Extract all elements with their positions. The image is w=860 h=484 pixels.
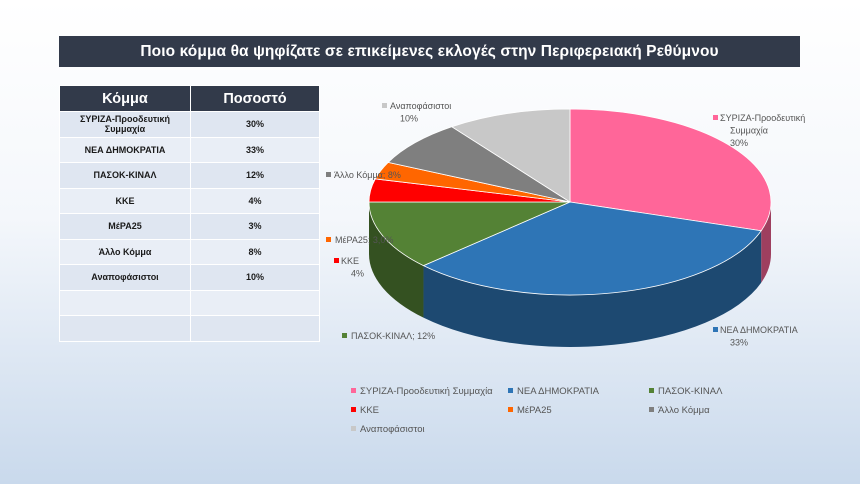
cell-party: Αναποφάσιστοι [59,264,191,291]
data-label-text: Άλλο Κόμμα; 8% [334,170,401,180]
data-label-text: ΣΥΡΙΖΑ-Προοδευτική [720,113,805,123]
cell-party: ΝΕΑ ΔΗΜΟΚΡΑΤΙΑ [59,136,191,163]
data-label-swatch [713,327,718,332]
data-label-text: ΠΑΣΟΚ-ΚΙΝΑΛ; 12% [351,331,435,341]
pie-sides [369,202,771,348]
legend-item: ΚΚΕ [360,405,379,416]
data-label-swatch [713,115,718,120]
table-row: ΠΑΣΟΚ-ΚΙΝΑΛ 12% [59,162,320,189]
cell-percent: 4% [190,187,320,214]
legend-item: ΠΑΣΟΚ-ΚΙΝΑΛ [658,386,723,397]
table-row: Άλλο Κόμμα 8% [59,238,320,265]
data-label-text: Συμμαχία [730,126,768,136]
cell-percent: 8% [190,238,320,265]
cell-percent: 12% [190,162,320,189]
pie-slice [450,108,571,203]
data-label-swatch [334,258,339,263]
pie-slice [368,201,571,267]
header-party: Κόμμα [59,85,191,112]
pie-slice [569,108,772,232]
data-label-swatch [382,103,387,108]
results-table: Κόμμα Ποσοστό ΣΥΡΙΖΑ-Προοδευτική Συμμαχί… [59,85,320,342]
cell-party: ΚΚΕ [59,187,191,214]
cell-percent: 10% [190,264,320,291]
cell-party: ΜέΡΑ25 [59,213,191,240]
pie-side-wall [761,202,771,283]
data-label-text: ΜέΡΑ25; 3,0% [335,235,393,245]
legend-item: ΜέΡΑ25 [517,405,552,416]
legend-swatch [508,407,513,412]
legend-swatch [649,388,654,393]
data-label-text: ΝΕΑ ΔΗΜΟΚΡΑΤΙΑ [720,325,798,335]
table-row: ΝΕΑ ΔΗΜΟΚΡΑΤΙΑ 33% [59,136,320,163]
data-label-text: ΚΚΕ [341,256,359,266]
data-label-text: 30% [730,138,748,148]
legend-swatch [351,426,356,431]
cell-percent: 30% [190,111,320,138]
data-label-swatch [342,333,347,338]
data-label-text: 10% [400,114,418,124]
pie-slice [387,126,571,203]
cell-party [59,289,191,316]
table-row: ΚΚΕ 4% [59,187,320,214]
table-header-row: Κόμμα Ποσοστό [59,85,320,112]
data-label-swatch [326,172,331,177]
cell-percent [190,315,320,342]
pie-side-wall [423,230,762,348]
legend-item: ΣΥΡΙΖΑ-Προοδευτική Συμμαχία [360,386,493,397]
cell-party: ΣΥΡΙΖΑ-Προοδευτική Συμμαχία [59,111,191,138]
data-label-text: 33% [730,338,748,348]
chart-legend: ΣΥΡΙΖΑ-Προοδευτική Συμμαχία ΝΕΑ ΔΗΜΟΚΡΑΤΙ… [351,386,723,435]
cell-party: ΠΑΣΟΚ-ΚΙΝΑΛ [59,162,191,189]
data-labels: ΣΥΡΙΖΑ-Προοδευτική Συμμαχία 30% ΝΕΑ ΔΗΜΟΚΡΑ… [326,101,805,348]
legend-item: Αναποφάσιστοι [360,424,425,435]
cell-percent: 33% [190,136,320,163]
data-label-text: 4% [351,269,364,279]
legend-swatch [351,388,356,393]
table-row [59,315,320,342]
pie-slice [422,201,762,296]
data-label-text: Αναποφάσιστοι [390,101,451,111]
cell-percent [190,289,320,316]
table-row: Αναποφάσιστοι 10% [59,264,320,291]
legend-swatch [508,388,513,393]
legend-item: ΝΕΑ ΔΗΜΟΚΡΑΤΙΑ [517,386,600,397]
pie-side-wall [369,202,424,318]
table-row: ΜέΡΑ25 3% [59,213,320,240]
pie-slices [368,108,772,296]
legend-swatch [649,407,654,412]
chart-title: Ποιο κόμμα θα ψηφίζατε σε επικείμενες εκ… [59,36,800,67]
legend-swatch [351,407,356,412]
header-percent: Ποσοστό [190,85,320,112]
data-label-swatch [326,237,331,242]
legend-item: Άλλο Κόμμα [658,405,710,416]
table-row: ΣΥΡΙΖΑ-Προοδευτική Συμμαχία 30% [59,111,320,138]
table-row [59,289,320,316]
cell-percent: 3% [190,213,320,240]
